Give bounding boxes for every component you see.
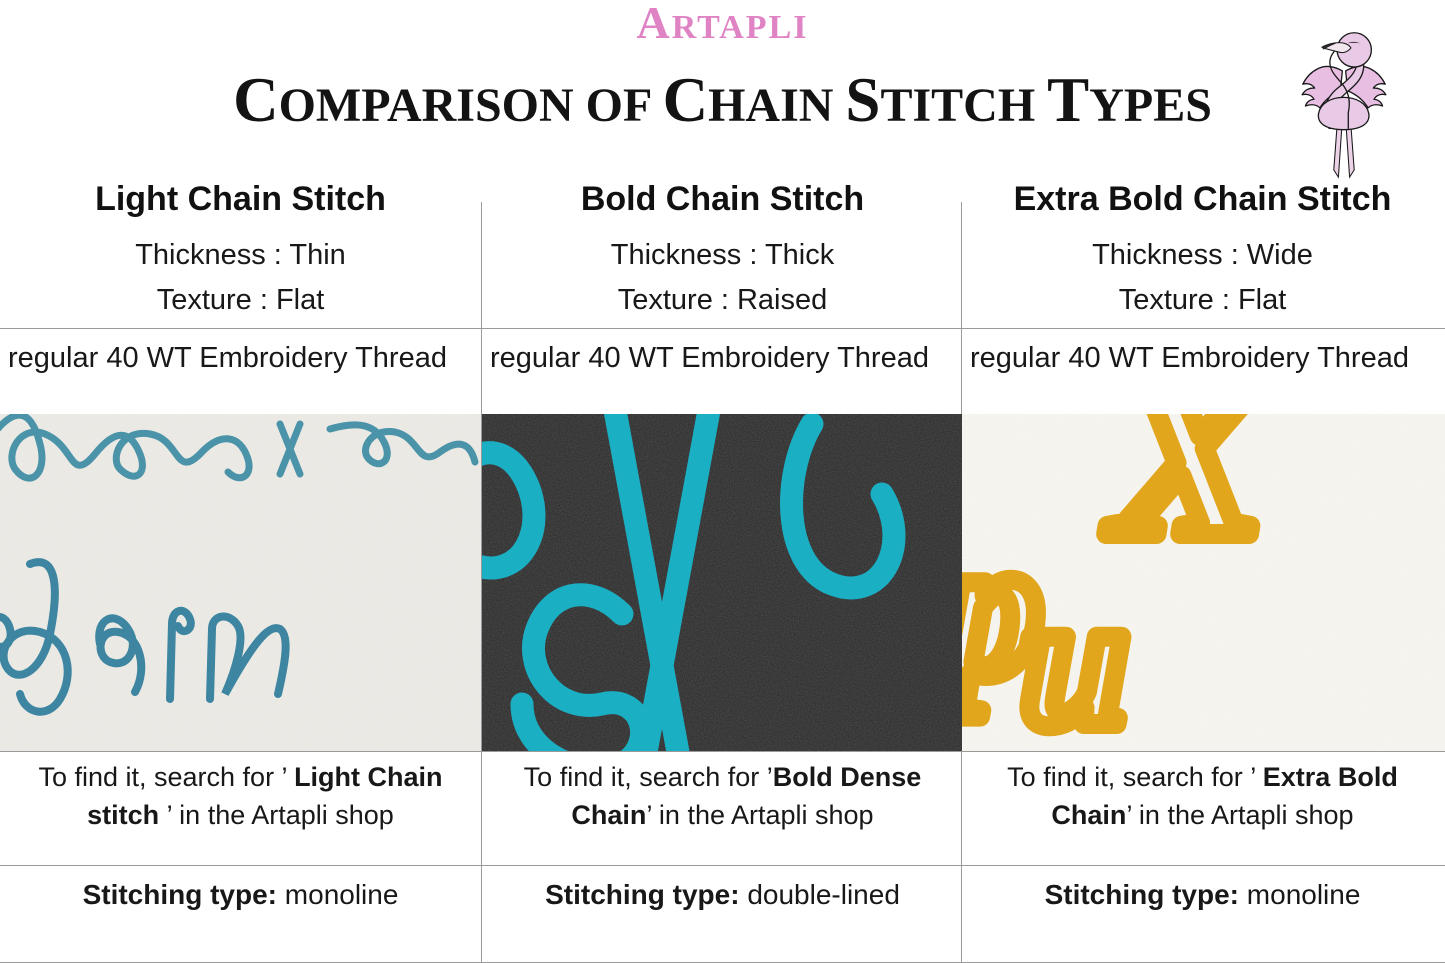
svg-text:X: X	[1106, 414, 1271, 584]
svg-text:u: u	[1022, 556, 1128, 751]
